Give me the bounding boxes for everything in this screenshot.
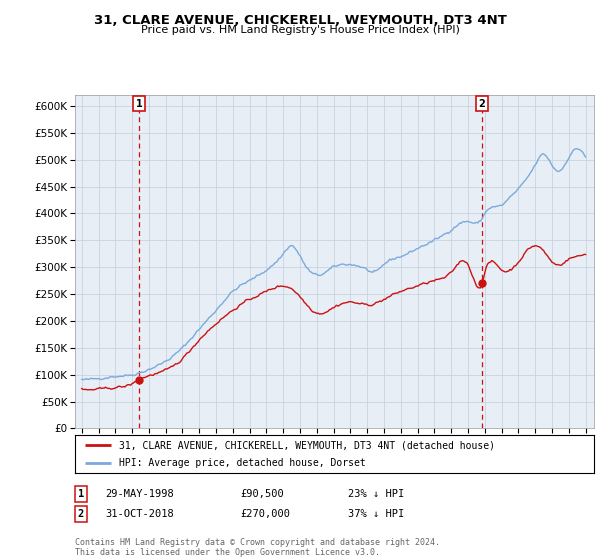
Text: 2: 2 xyxy=(479,99,485,109)
Text: Contains HM Land Registry data © Crown copyright and database right 2024.
This d: Contains HM Land Registry data © Crown c… xyxy=(75,538,440,557)
Text: Price paid vs. HM Land Registry's House Price Index (HPI): Price paid vs. HM Land Registry's House … xyxy=(140,25,460,35)
Text: 29-MAY-1998: 29-MAY-1998 xyxy=(105,489,174,499)
Text: 23% ↓ HPI: 23% ↓ HPI xyxy=(348,489,404,499)
Text: 1: 1 xyxy=(78,489,84,499)
Text: 2: 2 xyxy=(78,509,84,519)
Text: 31, CLARE AVENUE, CHICKERELL, WEYMOUTH, DT3 4NT (detached house): 31, CLARE AVENUE, CHICKERELL, WEYMOUTH, … xyxy=(119,440,495,450)
Text: 31, CLARE AVENUE, CHICKERELL, WEYMOUTH, DT3 4NT: 31, CLARE AVENUE, CHICKERELL, WEYMOUTH, … xyxy=(94,14,506,27)
Text: £90,500: £90,500 xyxy=(240,489,284,499)
Text: HPI: Average price, detached house, Dorset: HPI: Average price, detached house, Dors… xyxy=(119,458,366,468)
Text: £270,000: £270,000 xyxy=(240,509,290,519)
Text: 1: 1 xyxy=(136,99,142,109)
Text: 37% ↓ HPI: 37% ↓ HPI xyxy=(348,509,404,519)
Text: 31-OCT-2018: 31-OCT-2018 xyxy=(105,509,174,519)
